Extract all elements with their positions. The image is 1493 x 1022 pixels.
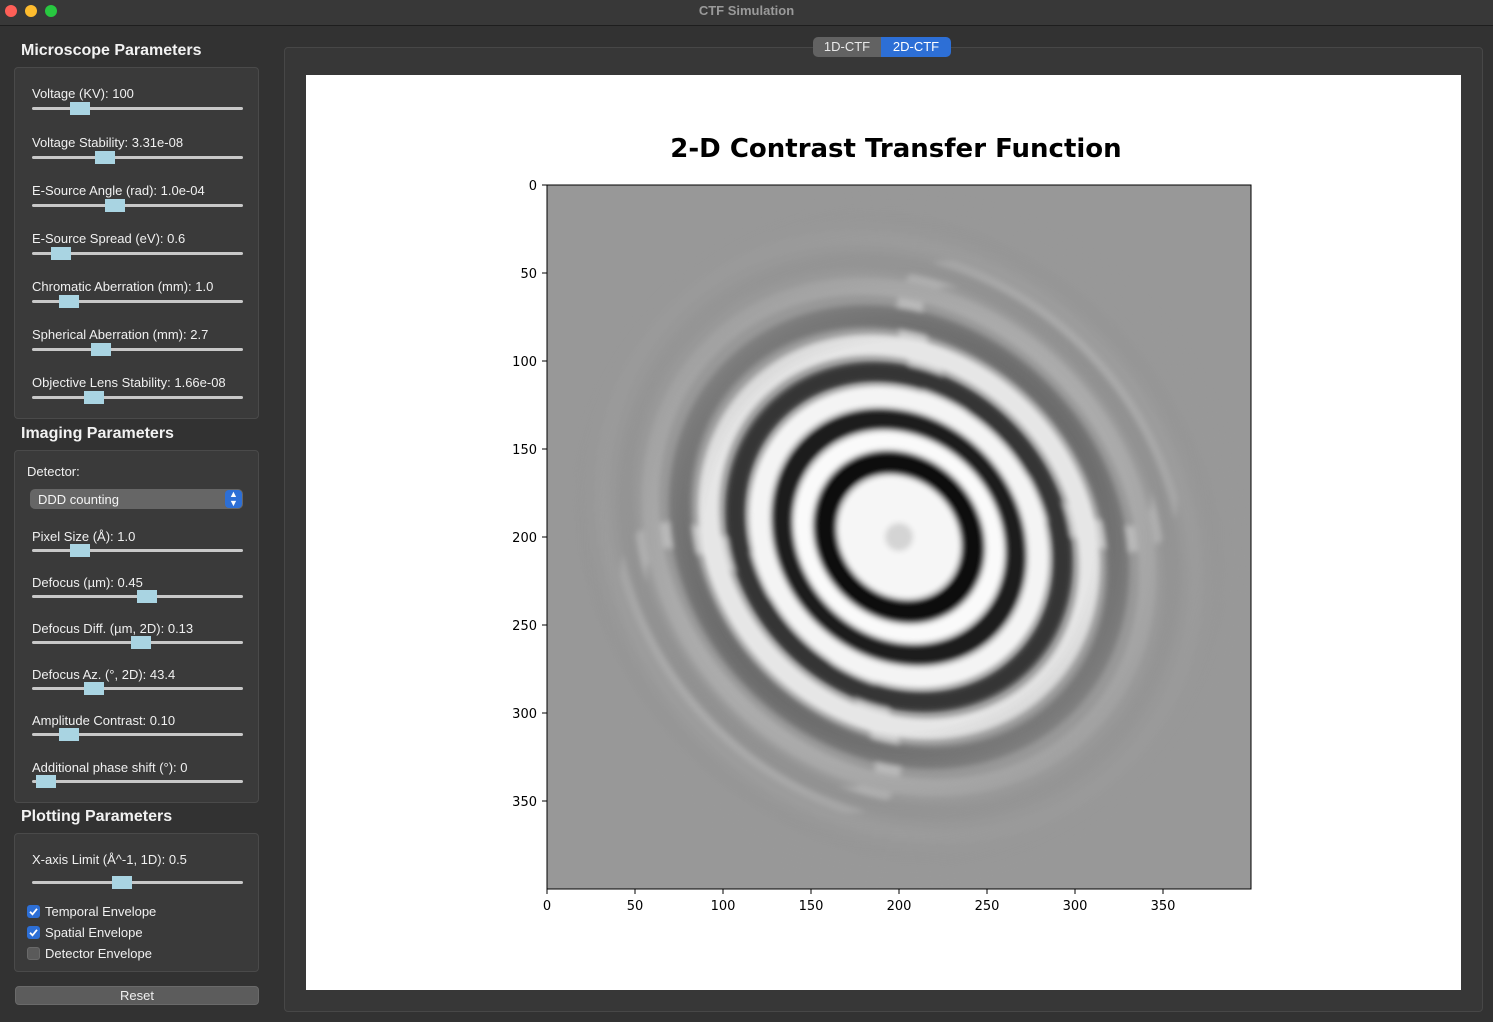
phase-shift-slider[interactable]: [32, 775, 243, 788]
voltage-slider[interactable]: [32, 102, 243, 115]
phase-shift-label: Additional phase shift (°): 0: [32, 760, 188, 775]
defocus-diff-label: Defocus Diff. (µm, 2D): 0.13: [32, 621, 194, 636]
x-tick-label: 50: [627, 899, 644, 914]
reset-button[interactable]: Reset: [15, 986, 259, 1005]
esource-spread-label: E-Source Spread (eV): 0.6: [32, 231, 186, 246]
defocus-diff-slider-thumb[interactable]: [131, 636, 151, 649]
defocus-slider[interactable]: [32, 590, 243, 603]
objective-lens-stability-label: Objective Lens Stability: 1.66e-08: [32, 375, 226, 390]
defocus-diff-slider[interactable]: [32, 636, 243, 649]
defocus-slider-thumb[interactable]: [137, 590, 157, 603]
detector-select[interactable]: DDD counting ▲ ▼: [30, 489, 243, 509]
spatial-envelope-label: Spatial Envelope: [45, 925, 143, 940]
chart-title: 2-D Contrast Transfer Function: [670, 134, 1121, 164]
chevron-up-down-icon[interactable]: ▲ ▼: [225, 490, 242, 508]
voltage-label: Voltage (KV): 100: [32, 86, 134, 101]
window-title: CTF Simulation: [698, 3, 795, 18]
defocus-label: Defocus (µm): 0.45: [32, 575, 143, 590]
amplitude-contrast-slider[interactable]: [32, 728, 243, 741]
title-bar: CTF Simulation: [0, 0, 1493, 26]
spherical-aberration-slider-thumb[interactable]: [91, 343, 111, 356]
spherical-aberration-slider[interactable]: [32, 343, 243, 356]
temporal-envelope-label: Temporal Envelope: [45, 904, 157, 919]
esource-angle-slider-thumb[interactable]: [105, 199, 125, 212]
amplitude-contrast-label: Amplitude Contrast: 0.10: [32, 713, 176, 728]
y-tick-label: 250: [512, 619, 537, 634]
x-tick-label: 250: [975, 899, 1000, 914]
checkmark-icon: [29, 929, 38, 937]
ctf-2d-plot: 2-D Contrast Transfer Function 0 50 100 150…: [512, 134, 1252, 914]
plotting-parameters-group: [14, 833, 259, 972]
objective-lens-stability-slider-thumb[interactable]: [84, 391, 104, 404]
x-tick-label: 350: [1151, 899, 1176, 914]
spherical-aberration-label: Spherical Aberration (mm): 2.7: [32, 327, 209, 342]
tab-1d-ctf[interactable]: 1D-CTF: [813, 37, 881, 57]
tab-2d-ctf[interactable]: 2D-CTF: [881, 37, 951, 57]
minimize-window-button[interactable]: [25, 5, 37, 17]
y-tick-label: 50: [520, 267, 537, 282]
esource-angle-slider[interactable]: [32, 199, 243, 212]
detector-envelope-label: Detector Envelope: [45, 946, 152, 961]
imaging-section-title: Imaging Parameters: [21, 425, 174, 442]
y-tick-label: 150: [512, 443, 537, 458]
defocus-azimuth-label: Defocus Az. (°, 2D): 43.4: [32, 667, 176, 682]
esource-spread-slider-thumb[interactable]: [51, 247, 71, 260]
detector-envelope-checkbox[interactable]: [27, 947, 40, 960]
esource-angle-label: E-Source Angle (rad): 1.0e-04: [32, 183, 205, 198]
y-tick-label: 100: [512, 355, 537, 370]
plot-canvas: 2-D Contrast Transfer Function 0 50 100 150…: [306, 75, 1461, 990]
pixel-size-slider-thumb[interactable]: [70, 544, 90, 557]
x-tick-label: 100: [711, 899, 736, 914]
chromatic-aberration-slider-thumb[interactable]: [59, 295, 79, 308]
detector-label: Detector:: [27, 464, 80, 479]
y-tick-label: 300: [512, 707, 537, 722]
xaxis-limit-label: X-axis Limit (Å^-1, 1D): 0.5: [32, 852, 187, 867]
microscope-section-title: Microscope Parameters: [21, 42, 202, 59]
chromatic-aberration-label: Chromatic Aberration (mm): 1.0: [32, 279, 214, 294]
defocus-azimuth-slider[interactable]: [32, 682, 243, 695]
close-window-button[interactable]: [5, 5, 17, 17]
y-tick-label: 200: [512, 531, 537, 546]
objective-lens-stability-slider[interactable]: [32, 391, 243, 404]
envelope-fade: [547, 185, 1251, 889]
defocus-azimuth-slider-thumb[interactable]: [84, 682, 104, 695]
checkmark-icon: [29, 908, 38, 916]
phase-shift-slider-thumb[interactable]: [36, 775, 56, 788]
voltage-stability-slider-thumb[interactable]: [95, 151, 115, 164]
xaxis-limit-slider-thumb[interactable]: [112, 876, 132, 889]
y-tick-label: 350: [512, 795, 537, 810]
voltage-stability-label: Voltage Stability: 3.31e-08: [32, 135, 184, 150]
plotting-section-title: Plotting Parameters: [21, 808, 173, 825]
voltage-slider-thumb[interactable]: [70, 102, 90, 115]
pixel-size-label: Pixel Size (Å): 1.0: [32, 529, 136, 544]
pixel-size-slider[interactable]: [32, 544, 243, 557]
voltage-stability-slider[interactable]: [32, 151, 243, 164]
plot-tabs: 1D-CTF 2D-CTF: [813, 37, 951, 57]
amplitude-contrast-slider-thumb[interactable]: [59, 728, 79, 741]
axes: 0 50 100 150 200 250 300 350 0 50 100 150 200 250 300 3…: [512, 179, 1252, 914]
x-tick-label: 200: [887, 899, 912, 914]
temporal-envelope-checkbox[interactable]: [27, 905, 40, 918]
x-tick-label: 0: [543, 899, 551, 914]
xaxis-limit-slider[interactable]: [32, 876, 243, 889]
heatmap-image: [547, 185, 1251, 889]
spatial-envelope-checkbox[interactable]: [27, 926, 40, 939]
detector-select-value: DDD counting: [38, 492, 119, 507]
x-tick-label: 300: [1063, 899, 1088, 914]
esource-spread-slider[interactable]: [32, 247, 243, 260]
chromatic-aberration-slider[interactable]: [32, 295, 243, 308]
y-tick-label: 0: [529, 179, 537, 194]
x-tick-label: 150: [799, 899, 824, 914]
zoom-window-button[interactable]: [45, 5, 57, 17]
microscope-parameters-group: [14, 67, 259, 419]
